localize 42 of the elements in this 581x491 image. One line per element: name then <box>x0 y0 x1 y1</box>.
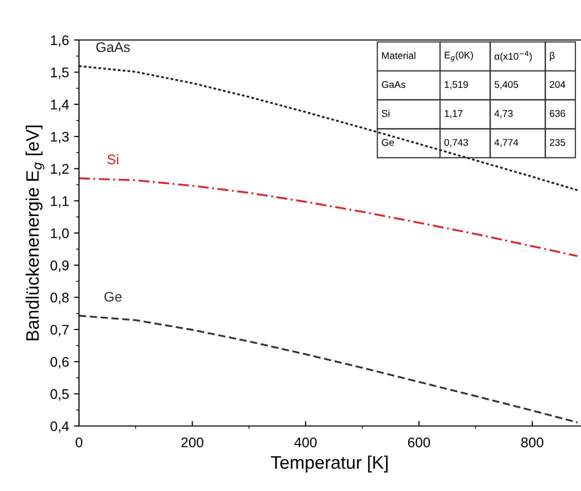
x-tick-label: 200 <box>181 437 204 448</box>
x-tick-label: 0 <box>76 437 82 448</box>
y-tick-label: 1,5 <box>51 68 69 79</box>
line-series <box>79 65 578 192</box>
annotation: 204 <box>550 81 566 88</box>
y-tick-label: 1,4 <box>51 100 69 112</box>
annotation: α(x10$^{−4}$) <box>494 51 532 62</box>
annotation: 1,17 <box>444 110 462 118</box>
annotation: 5,405 <box>494 81 518 90</box>
y-tick-label: 1,3 <box>51 132 69 144</box>
annotation: β <box>550 52 555 61</box>
annotation: 636 <box>550 110 566 117</box>
y-tick-label: 1,0 <box>51 228 69 240</box>
x-tick-label: 800 <box>521 437 544 448</box>
annotation: Ge <box>382 138 394 146</box>
annotation: 0,743 <box>444 138 468 148</box>
annotation: 235 <box>550 138 566 146</box>
x-tick-label: 400 <box>294 437 317 448</box>
y-tick-label: 0,8 <box>50 292 69 304</box>
line-series <box>79 177 578 258</box>
annotation: Material <box>382 52 416 60</box>
annotation: E$_{g}$(0K) <box>444 51 473 62</box>
series-label: Ge <box>104 292 122 302</box>
y-tick-label: 1,6 <box>51 35 69 47</box>
annotation: GaAs <box>382 81 406 88</box>
y-tick-label: 0,4 <box>50 421 69 433</box>
annotation: Si <box>382 110 390 117</box>
x-tick-label: 600 <box>408 437 430 448</box>
series-label: Si <box>107 154 118 164</box>
y-tick-label: 0,5 <box>50 389 69 401</box>
y-tick-label: 0,9 <box>50 260 69 272</box>
x-axis-title: Temperatur [K] <box>270 456 388 472</box>
y-tick-label: 0,7 <box>50 324 69 336</box>
y-tick-label: 1,2 <box>51 164 69 176</box>
annotation: 1,519 <box>444 81 468 90</box>
line-series <box>79 314 578 424</box>
series-label: GaAs <box>96 42 130 52</box>
y-tick-label: 0,6 <box>50 357 69 368</box>
y-tick-label: 1,1 <box>51 196 69 208</box>
y-axis-title: Bandlückenenergie E$_{g}$ [eV] <box>26 126 44 340</box>
annotation: 4,774 <box>494 139 518 148</box>
annotation: 4,73 <box>494 110 513 118</box>
